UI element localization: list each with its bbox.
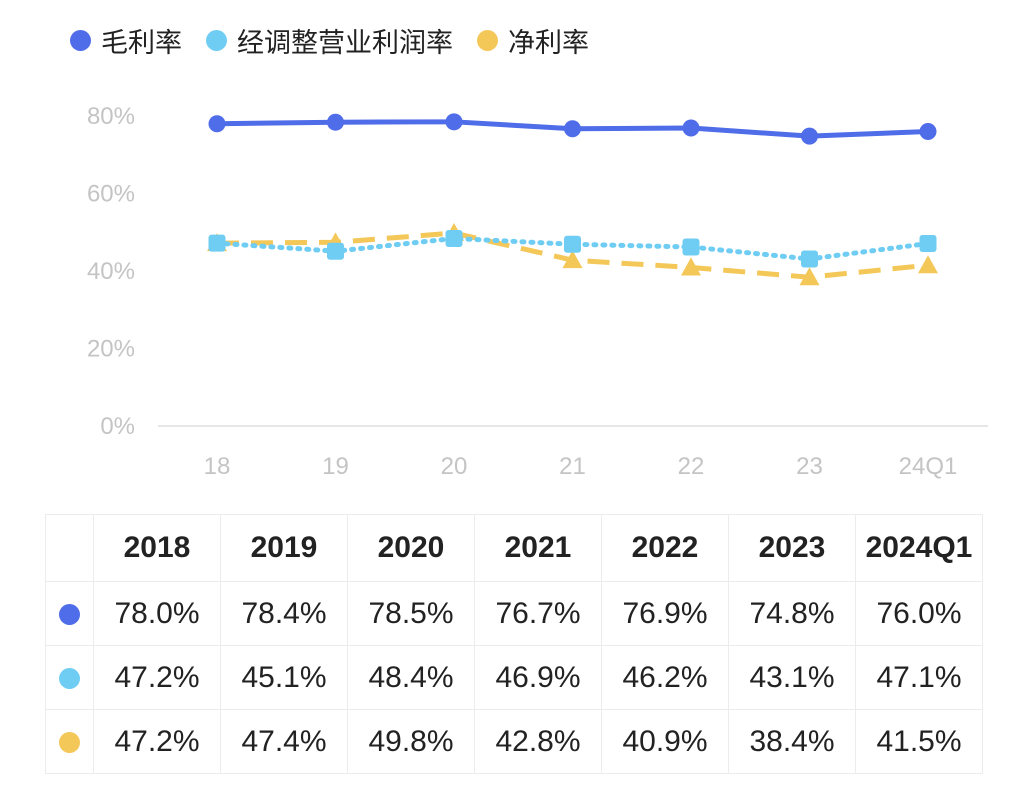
table-corner-cell (45, 514, 94, 582)
data-point-gross-margin[interactable] (801, 127, 818, 145)
table-cell: 74.8% (728, 581, 856, 646)
table-header-cell: 2020 (347, 514, 475, 582)
table-cell: 43.1% (728, 645, 856, 710)
data-point-net-margin[interactable] (562, 250, 583, 269)
data-point-adjusted-operating-margin[interactable] (445, 229, 463, 247)
data-point-adjusted-operating-margin[interactable] (564, 235, 581, 253)
table-row-net-margin: 47.2% 47.4% 49.8% 42.8% 40.9% 38.4% 41.5… (45, 709, 983, 774)
legend-marker-adjusted-operating-margin (206, 29, 227, 51)
table-cell: 47.2% (93, 645, 221, 710)
data-point-gross-margin[interactable] (208, 115, 226, 133)
x-tick-label: 21 (559, 453, 586, 480)
data-point-adjusted-operating-margin[interactable] (208, 234, 226, 252)
row-marker-gross-margin (59, 604, 80, 626)
table-cell: 76.7% (474, 581, 602, 646)
data-point-adjusted-operating-margin[interactable] (682, 238, 700, 256)
y-axis: 0% 20% 40% 60% 80% (87, 103, 135, 440)
legend-item-adjusted-operating-margin[interactable]: 经调整营业利润率 (206, 21, 453, 60)
table-cell: 38.4% (728, 709, 856, 774)
x-tick-label: 20 (441, 453, 468, 480)
table-cell: 46.2% (601, 645, 729, 710)
series-adjusted-operating-margin (208, 229, 937, 268)
data-point-gross-margin[interactable] (564, 120, 581, 138)
table-cell: 78.0% (93, 581, 221, 646)
data-point-adjusted-operating-margin[interactable] (919, 234, 937, 252)
table-cell: 47.1% (855, 645, 983, 710)
x-tick-label: 22 (678, 453, 705, 480)
legend-item-net-margin[interactable]: 净利率 (477, 21, 589, 60)
table-cell: 40.9% (601, 709, 729, 774)
legend-marker-net-margin (477, 29, 498, 51)
data-point-net-margin[interactable] (799, 267, 820, 286)
legend-label-gross-margin: 毛利率 (101, 27, 182, 59)
table-cell: 78.5% (347, 581, 475, 646)
data-point-adjusted-operating-margin[interactable] (327, 242, 344, 260)
table-cell: 46.9% (474, 645, 602, 710)
y-tick-label: 20% (87, 336, 135, 363)
line-chart: 0% 20% 40% 60% 80% 18 19 20 21 22 23 24Q… (87, 103, 988, 480)
data-point-gross-margin[interactable] (327, 113, 344, 131)
x-tick-label: 19 (322, 453, 349, 480)
row-marker-cell (45, 709, 94, 774)
x-tick-label: 23 (796, 453, 823, 480)
table-header-cell: 2018 (93, 514, 221, 582)
table-cell: 42.8% (474, 709, 602, 774)
table-cell: 47.4% (220, 709, 348, 774)
table-cell: 76.0% (855, 581, 983, 646)
y-tick-label: 80% (87, 103, 135, 130)
legend-label-adjusted-operating-margin: 经调整营业利润率 (237, 27, 453, 59)
series-layer (207, 113, 938, 286)
table-cell: 45.1% (220, 645, 348, 710)
x-axis: 18 19 20 21 22 23 24Q1 (204, 453, 958, 480)
table-cell: 48.4% (347, 645, 475, 710)
row-marker-cell (45, 645, 94, 710)
legend-marker-gross-margin (70, 29, 91, 51)
row-marker-adjusted-operating-margin (59, 668, 80, 690)
table-row-gross-margin: 78.0% 78.4% 78.5% 76.7% 76.9% 74.8% 76.0… (45, 581, 983, 646)
table-cell: 47.2% (93, 709, 221, 774)
table-header-cell: 2019 (220, 514, 348, 582)
row-marker-net-margin (59, 732, 80, 754)
x-tick-label: 24Q1 (899, 453, 958, 480)
table-header-cell: 2023 (728, 514, 856, 582)
y-tick-label: 60% (87, 181, 135, 208)
table-row-adjusted-operating-margin: 47.2% 45.1% 48.4% 46.9% 46.2% 43.1% 47.1… (45, 645, 983, 710)
data-table: 2018 2019 2020 2021 2022 2023 2024Q1 78.… (45, 514, 983, 774)
table-header-cell: 2022 (601, 514, 729, 582)
data-point-net-margin[interactable] (918, 255, 938, 274)
data-point-gross-margin[interactable] (682, 119, 700, 137)
table-header-cell: 2021 (474, 514, 602, 582)
table-header-row: 2018 2019 2020 2021 2022 2023 2024Q1 (45, 514, 983, 582)
data-point-net-margin[interactable] (681, 257, 701, 276)
legend-item-gross-margin[interactable]: 毛利率 (70, 21, 182, 60)
data-point-gross-margin[interactable] (919, 123, 937, 140)
table-cell: 49.8% (347, 709, 475, 774)
series-gross-margin (208, 113, 937, 145)
chart-legend: 毛利率 经调整营业利润率 净利率 (70, 20, 589, 60)
y-tick-label: 40% (87, 258, 135, 285)
row-marker-cell (45, 581, 94, 646)
data-point-gross-margin[interactable] (445, 113, 463, 131)
x-tick-label: 18 (204, 453, 231, 480)
y-tick-label: 0% (100, 413, 135, 440)
table-cell: 78.4% (220, 581, 348, 646)
data-point-adjusted-operating-margin[interactable] (801, 250, 818, 268)
legend-label-net-margin: 净利率 (508, 27, 589, 59)
table-header-cell: 2024Q1 (855, 514, 983, 582)
table-cell: 76.9% (601, 581, 729, 646)
table-cell: 41.5% (855, 709, 983, 774)
